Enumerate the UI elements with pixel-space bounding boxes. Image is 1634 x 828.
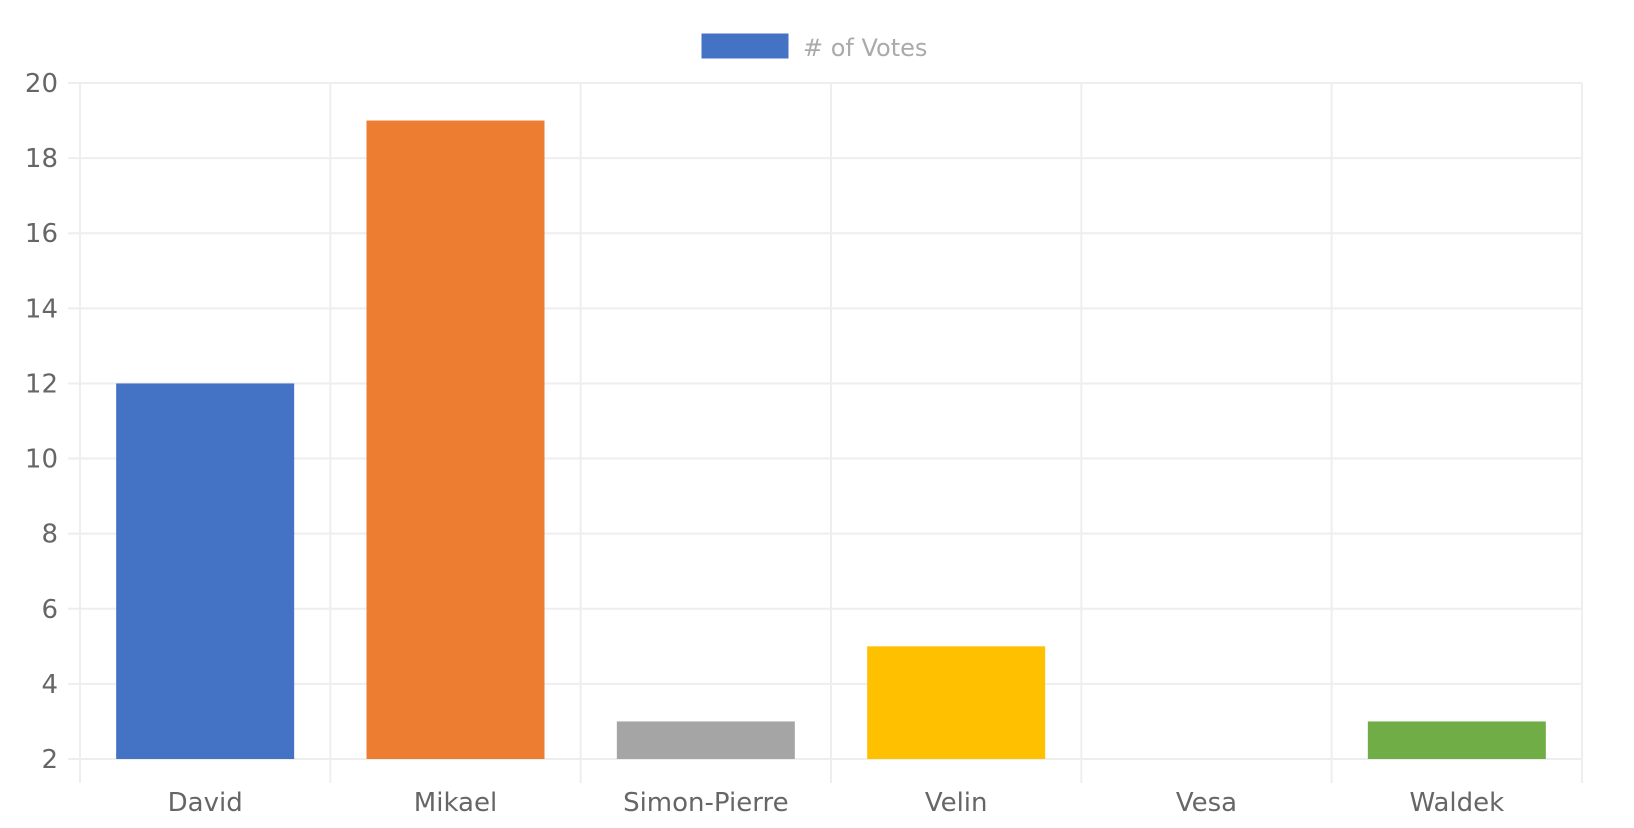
x-tick-label: Mikael (414, 788, 497, 818)
bars (116, 120, 1546, 760)
bar-david[interactable] (116, 383, 295, 759)
y-tick-label: 14 (25, 294, 58, 324)
y-tick-label: 18 (25, 144, 58, 174)
legend-label[interactable]: # of Votes (803, 34, 927, 62)
grid (68, 82, 1583, 783)
legend[interactable]: # of Votes (700, 32, 927, 62)
y-tick-label: 12 (25, 369, 58, 399)
y-tick-label: 10 (25, 445, 58, 475)
y-tick-label: 6 (41, 595, 58, 625)
y-tick-label: 8 (41, 520, 58, 550)
bar-mikael[interactable] (366, 120, 545, 760)
x-axis-tick-labels: David Mikael Simon-Pierre Velin Vesa Waldek (168, 788, 1505, 818)
x-tick-label: Waldek (1409, 788, 1504, 818)
y-tick-label: 2 (41, 745, 58, 775)
y-axis-tick-labels: 2 4 6 8 10 12 14 16 18 20 (25, 69, 58, 775)
y-tick-label: 20 (25, 69, 58, 99)
bar-simon-pierre[interactable] (616, 721, 795, 759)
x-tick-label: David (168, 788, 243, 818)
legend-swatch[interactable] (700, 32, 790, 60)
y-tick-label: 4 (41, 670, 58, 700)
x-tick-label: Velin (925, 788, 988, 818)
bar-velin[interactable] (867, 646, 1046, 759)
y-tick-label: 16 (25, 219, 58, 249)
bar-waldek[interactable] (1367, 721, 1546, 759)
x-tick-label: Simon-Pierre (623, 788, 789, 818)
x-tick-label: Vesa (1176, 788, 1237, 818)
